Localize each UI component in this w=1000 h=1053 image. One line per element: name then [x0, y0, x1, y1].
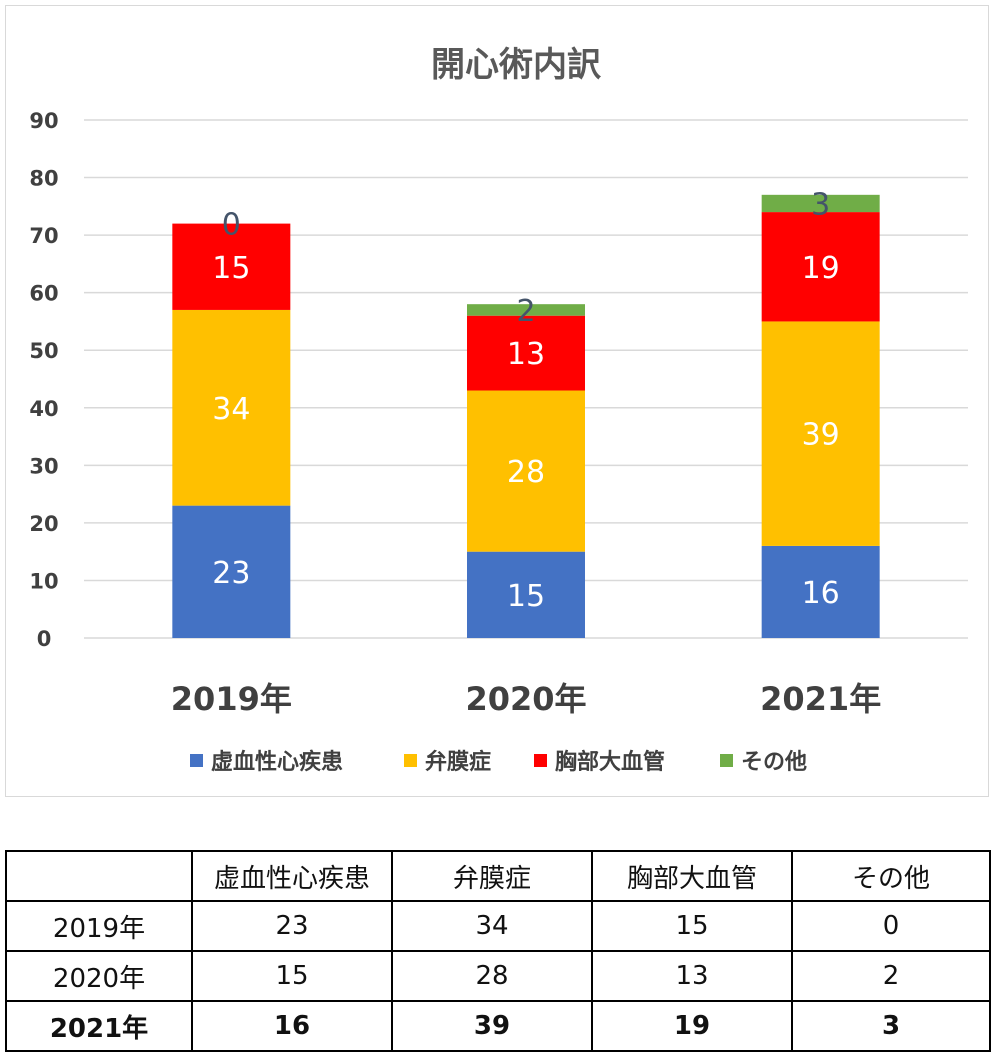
bar-segment	[467, 315, 585, 391]
y-tick-label: 80	[29, 167, 58, 191]
y-tick-label: 20	[29, 512, 58, 536]
table-cell: 0	[791, 900, 991, 952]
data-label: 28	[507, 455, 545, 490]
table-row: 2019年 23 34 15 0	[5, 900, 991, 952]
table-cell: 15	[591, 900, 793, 952]
table-header-row: 虚血性心疾患 弁膜症 胸部大血管 その他	[5, 850, 991, 902]
data-label: 19	[802, 251, 840, 286]
data-label: 0	[222, 208, 241, 243]
y-tick-label: 50	[29, 339, 58, 363]
bar-segment	[467, 304, 585, 316]
legend-label: その他	[741, 750, 807, 775]
legend-swatch	[534, 754, 547, 767]
legend-label: 弁膜症	[425, 749, 491, 775]
table-cell: 34	[391, 900, 593, 952]
y-tick-label: 60	[29, 282, 58, 306]
bar-segment	[172, 223, 291, 310]
x-tick-label: 2019年	[171, 680, 292, 718]
y-tick-label: 10	[29, 569, 58, 593]
legend-swatch	[404, 754, 417, 767]
table-cell: 28	[391, 950, 593, 1002]
data-table: 虚血性心疾患 弁膜症 胸部大血管 その他 2019年 23 34 15 0 20…	[5, 850, 991, 1052]
table-cell: 23	[191, 900, 393, 952]
bar-segment	[761, 545, 880, 638]
x-tick-label: 2020年	[465, 680, 586, 718]
data-labels: 23 34 15 0 15 28 13 2 16 39 19 3	[212, 187, 840, 613]
table-cell: 2	[791, 950, 991, 1002]
data-label: 13	[507, 337, 545, 372]
legend-swatch	[190, 754, 203, 767]
table-header-cell: 虚血性心疾患	[191, 850, 393, 902]
y-tick-label: 30	[29, 454, 58, 478]
table-header-cell: その他	[791, 850, 991, 902]
bar-segment	[761, 212, 880, 322]
chart-title: 開心術内訳	[431, 45, 602, 85]
bar-segment	[467, 390, 585, 552]
table-cell: 2021年	[5, 1000, 193, 1052]
bars	[172, 194, 880, 638]
bar-segment	[761, 321, 880, 546]
bar-segment	[172, 309, 291, 506]
table-cell: 39	[391, 1000, 593, 1052]
table-row: 2020年 15 28 13 2	[5, 950, 991, 1002]
legend: 虚血性心疾患 弁膜症 胸部大血管 その他	[190, 749, 807, 775]
data-label: 23	[212, 556, 250, 591]
bar-segment	[172, 505, 291, 638]
y-tick-label: 90	[29, 109, 58, 133]
table-header-cell: 弁膜症	[391, 850, 593, 902]
table-header-cell	[5, 850, 193, 902]
table-row: 2021年 16 39 19 3	[5, 1000, 991, 1052]
bar-segment	[761, 194, 880, 213]
legend-label: 胸部大血管	[555, 749, 665, 775]
data-label: 16	[802, 576, 840, 611]
y-tick-label: 70	[29, 224, 58, 248]
table-cell: 2019年	[5, 900, 193, 952]
data-label: 3	[811, 187, 830, 222]
data-label: 2	[516, 294, 535, 329]
data-label: 34	[212, 392, 250, 427]
data-label: 15	[212, 251, 250, 286]
table-cell: 2020年	[5, 950, 193, 1002]
table-header-cell: 胸部大血管	[591, 850, 793, 902]
y-axis-ticks: 0 10 20 30 40 50 60 70 80 90	[29, 109, 58, 651]
x-axis-ticks: 2019年 2020年 2021年	[171, 680, 881, 718]
y-tick-label: 0	[37, 627, 52, 651]
legend-swatch	[720, 754, 733, 767]
data-label: 39	[802, 418, 840, 453]
data-label: 15	[507, 579, 545, 614]
table-cell: 3	[791, 1000, 991, 1052]
chart-frame: 開心術内訳 0 10 20 30 40 50 60 70 80 90 23 34 15 0 15 28 13 2…	[5, 5, 989, 797]
table-cell: 16	[191, 1000, 393, 1052]
table-cell: 15	[191, 950, 393, 1002]
y-tick-label: 40	[29, 397, 58, 421]
table-cell: 13	[591, 950, 793, 1002]
bar-segment	[467, 551, 585, 638]
table-cell: 19	[591, 1000, 793, 1052]
legend-label: 虚血性心疾患	[211, 749, 343, 775]
x-tick-label: 2021年	[760, 680, 881, 718]
